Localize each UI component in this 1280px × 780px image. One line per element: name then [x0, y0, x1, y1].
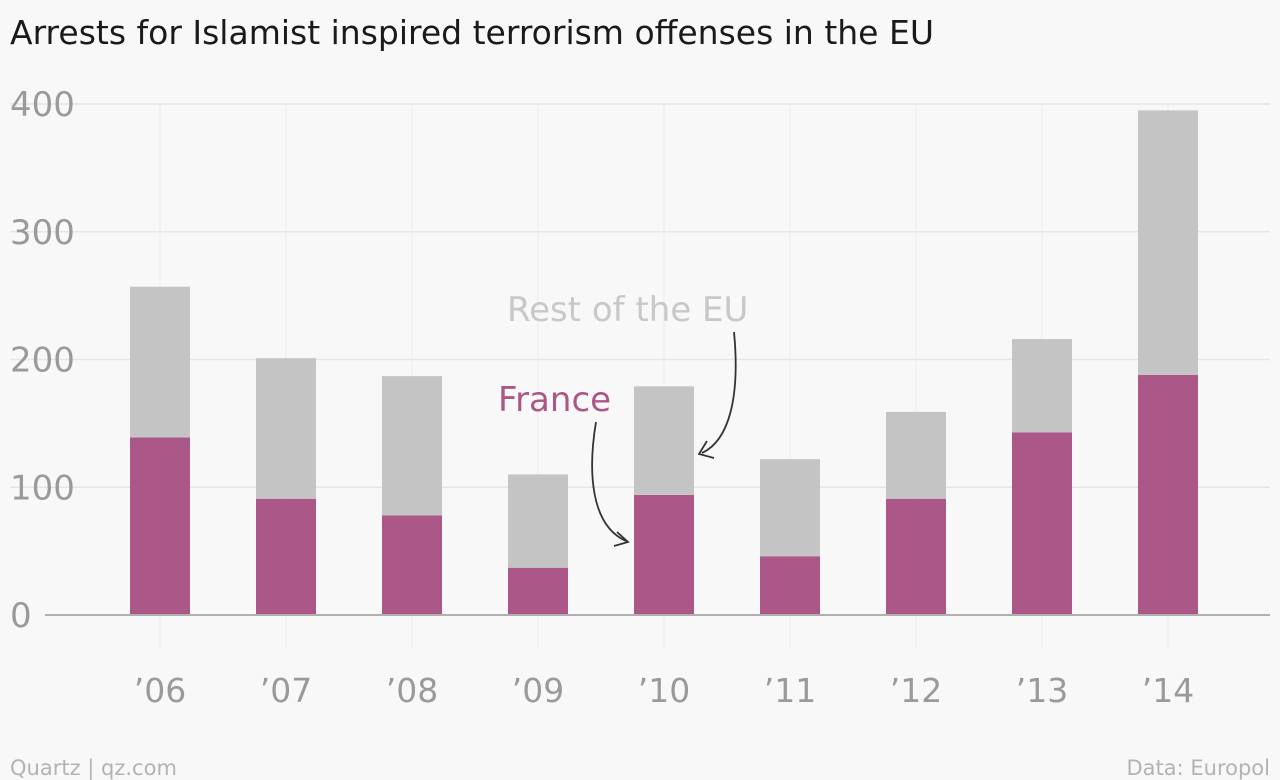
footer-source-right: Data: Europol: [1126, 756, 1270, 780]
x-tick-label: ’08: [386, 671, 438, 710]
x-tick-label: ’13: [1016, 671, 1068, 710]
y-tick-label: 300: [10, 213, 75, 253]
y-tick-label: 200: [10, 341, 75, 381]
chart-title: Arrests for Islamist inspired terrorism …: [10, 13, 934, 52]
arrow-rest-of-eu-head: [697, 440, 715, 459]
bar-rest-of-eu: [382, 376, 442, 516]
bar-france: [256, 498, 316, 615]
x-tick-label: ’09: [512, 671, 564, 710]
bar-rest-of-eu: [886, 411, 946, 499]
bar-france: [634, 494, 694, 615]
arrow-france: [591, 421, 627, 542]
bar-rest-of-eu: [1012, 339, 1072, 433]
x-tick-label: ’12: [890, 671, 942, 710]
axes: 0 100 200 300 400 ’06 ’07 ’08 ’09 ’10 ’11 ’12 ’13 ’14: [10, 85, 1270, 710]
arrow-rest-of-eu: [701, 331, 737, 454]
bar-france: [130, 437, 190, 615]
bar-rest-of-eu: [760, 459, 820, 557]
x-tick-label: ’07: [260, 671, 312, 710]
footer-source-left: Quartz | qz.com: [10, 756, 177, 780]
arrow-france-head: [613, 531, 630, 547]
bar-rest-of-eu: [130, 286, 190, 438]
bar-france: [508, 567, 568, 615]
x-tick-label: ’10: [638, 671, 690, 710]
bar-rest-of-eu: [508, 474, 568, 568]
bars: [130, 110, 1198, 615]
bar-france: [1138, 374, 1198, 615]
annotations: France Rest of the EU: [498, 290, 748, 547]
y-tick-label: 100: [10, 468, 75, 508]
y-tick-label: 0: [10, 596, 32, 636]
bar-rest-of-eu: [634, 386, 694, 495]
series-label-rest-of-eu: Rest of the EU: [507, 290, 748, 330]
y-tick-label: 400: [10, 85, 75, 125]
bar-france: [760, 556, 820, 615]
bar-rest-of-eu: [256, 358, 316, 499]
bar-france: [886, 498, 946, 615]
bar-france: [382, 515, 442, 615]
x-tick-label: ’11: [764, 671, 816, 710]
x-tick-label: ’14: [1142, 671, 1194, 710]
bar-france: [1012, 432, 1072, 615]
series-label-france: France: [498, 380, 611, 420]
bar-rest-of-eu: [1138, 110, 1198, 375]
x-tick-label: ’06: [134, 671, 186, 710]
